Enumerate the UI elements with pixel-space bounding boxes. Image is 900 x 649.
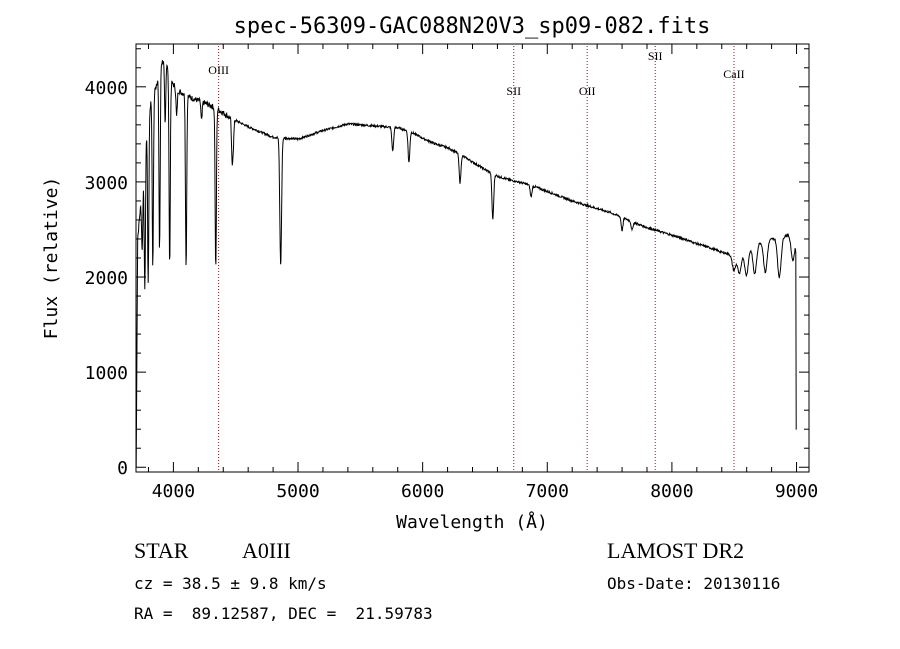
observation-date: Obs-Date: 20130116 (607, 574, 781, 593)
x-tick-label: 6000 (401, 481, 444, 502)
spectral-line-label: SII (506, 84, 521, 98)
plot-frame (135, 43, 810, 473)
spectral-line-label: OIII (208, 63, 229, 77)
x-tick-label: 9000 (775, 481, 818, 502)
spectral-line-label: OII (579, 84, 596, 98)
redshift-velocity: cz = 38.5 ± 9.8 km/s (134, 574, 327, 593)
y-tick-label: 2000 (85, 268, 128, 289)
axes: 4000 5000 6000 7000 8000 9000 0 1000 2000 3000 400… (85, 44, 818, 502)
x-tick-label: 5000 (276, 481, 319, 502)
spectral-line-markers: OIII SII OII SII CaII (208, 46, 745, 472)
spectrum-series-line (135, 60, 797, 468)
survey-name: LAMOST DR2 (607, 538, 745, 563)
spectrum-chart: spec-56309-GAC088N20V3_sp09-082.fits OII… (41, 14, 818, 533)
y-tick-label: 3000 (85, 173, 128, 194)
coordinates: RA = 89.12587, DEC = 21.59783 (134, 604, 433, 623)
spectral-line-label: CaII (723, 67, 744, 81)
y-tick-label: 4000 (85, 78, 128, 99)
y-tick-label: 1000 (85, 363, 128, 384)
x-axis-label: Wavelength (Å) (396, 511, 548, 533)
x-tick-label: 7000 (526, 481, 569, 502)
y-tick-label: 0 (117, 458, 128, 479)
object-subclass: A0III (242, 538, 291, 563)
x-tick-label: 8000 (650, 481, 693, 502)
spectral-line-label: SII (648, 49, 663, 63)
chart-title: spec-56309-GAC088N20V3_sp09-082.fits (234, 14, 711, 39)
x-tick-label: 4000 (152, 481, 195, 502)
y-axis-label: Flux (relative) (41, 177, 62, 340)
object-class: STAR (134, 538, 189, 563)
